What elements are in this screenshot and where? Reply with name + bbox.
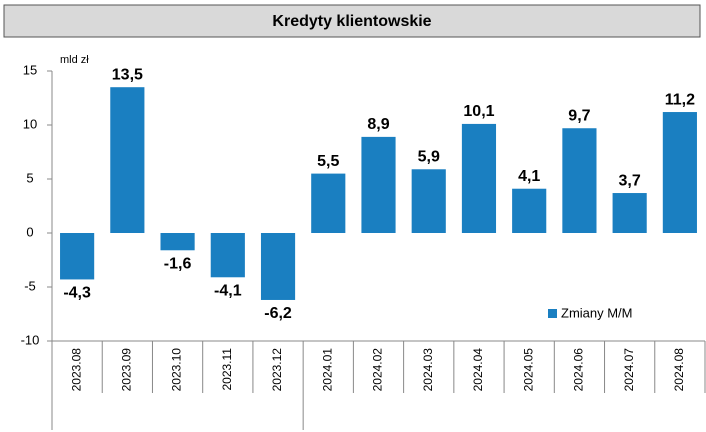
bar — [612, 193, 647, 233]
x-tick-label: 2024.04 — [471, 348, 485, 392]
x-tick-label: 2024.08 — [672, 348, 686, 392]
data-label: 3,7 — [619, 172, 641, 189]
bar — [110, 87, 145, 233]
y-tick-label: -5 — [24, 278, 36, 293]
bar — [461, 123, 497, 233]
bar — [361, 136, 396, 233]
data-label: 13,5 — [112, 66, 143, 83]
y-tick-label: 10 — [23, 116, 37, 131]
data-label: -4,3 — [63, 285, 91, 302]
x-tick-label: 2023.10 — [170, 348, 184, 392]
y-axis-label: mld zł — [60, 54, 89, 66]
legend-label: Zmiany M/M — [561, 305, 633, 320]
x-tick-label: 2024.05 — [521, 348, 535, 392]
data-label: -1,6 — [164, 255, 192, 272]
data-label: 5,9 — [418, 148, 440, 165]
chart-title: Kredyty klientowskie — [272, 13, 431, 30]
y-tick-label: 5 — [26, 170, 33, 185]
x-tick-label: 2024.07 — [622, 348, 636, 392]
x-tick-label: 2024.01 — [320, 348, 334, 392]
y-tick-label: 0 — [26, 224, 33, 239]
title-bar — [3, 4, 701, 38]
x-tick-label: 2023.09 — [120, 348, 134, 392]
x-tick-label: 2023.11 — [220, 348, 234, 391]
legend-swatch — [548, 309, 557, 318]
data-label: -4,1 — [214, 282, 242, 299]
y-tick-label: -10 — [21, 332, 40, 347]
bar — [160, 233, 195, 251]
x-tick-label: 2024.03 — [421, 348, 435, 392]
x-tick-label: 2023.12 — [270, 348, 284, 392]
bar — [60, 233, 95, 280]
data-label: 4,1 — [518, 168, 540, 185]
bar — [260, 233, 296, 300]
bar — [210, 233, 245, 278]
data-label: 11,2 — [665, 91, 695, 108]
bar — [311, 173, 346, 233]
data-label: -6,2 — [264, 305, 292, 322]
x-tick-label: 2024.06 — [572, 348, 586, 392]
y-tick-label: 15 — [23, 62, 37, 77]
bar — [562, 128, 597, 233]
bar — [512, 188, 547, 233]
data-label: 8,9 — [367, 116, 389, 133]
data-label: 10,1 — [463, 103, 494, 120]
x-tick-label: 2024.02 — [371, 348, 385, 392]
data-label: 5,5 — [317, 153, 339, 170]
bar — [662, 112, 697, 233]
data-label: 9,7 — [568, 107, 590, 124]
bar — [411, 169, 446, 233]
x-tick-label: 2023.08 — [69, 348, 83, 392]
